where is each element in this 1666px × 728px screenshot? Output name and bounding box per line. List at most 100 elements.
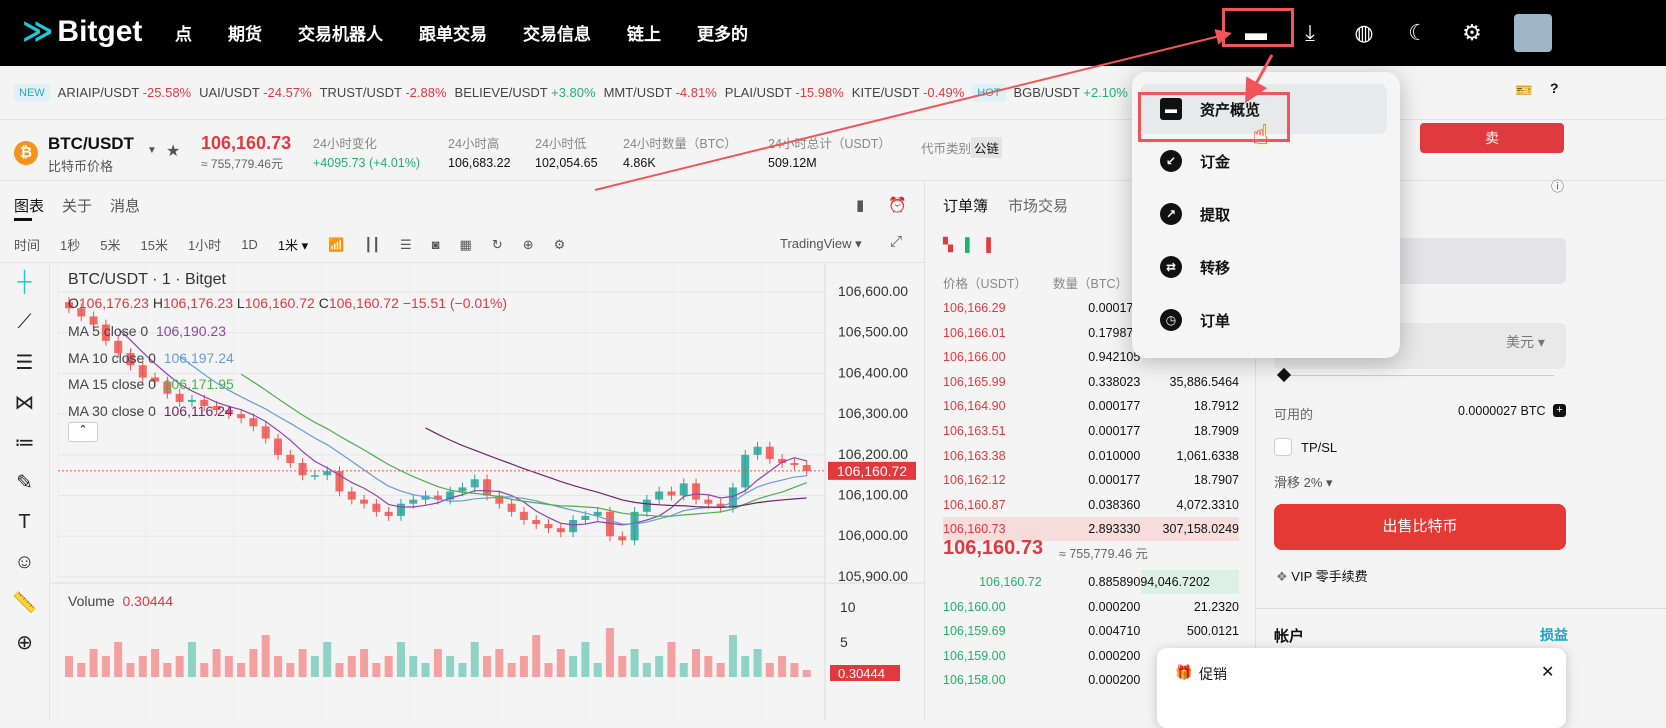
candle xyxy=(396,503,405,516)
bid-row[interactable]: 106,159.00 0.000200 xyxy=(943,644,1239,668)
book-bids-icon[interactable]: ▌ xyxy=(965,237,975,252)
tradingview-select[interactable]: TradingView ▾ xyxy=(780,236,862,251)
ticker-item[interactable]: UAI/USDT -24.57% xyxy=(199,85,311,100)
tab-about[interactable]: 关于 xyxy=(62,198,93,215)
interval-1m[interactable]: 1米 ▾ xyxy=(277,238,309,253)
ticker-item[interactable]: BELIEVE/USDT +3.80% xyxy=(455,85,596,100)
book-both-icon[interactable]: ▚ xyxy=(943,237,953,252)
candlestick-chart[interactable]: 106,600.00 106,500.00 106,400.00 106,300.00… xyxy=(50,263,925,720)
ask-row[interactable]: 106,160.87 0.038360 4,072.3310 xyxy=(943,493,1239,517)
interval-15m[interactable]: 15米 xyxy=(140,238,168,253)
bid-row[interactable]: 106,160.72 0.885890 94,046.7202 xyxy=(943,570,1239,594)
currency-select[interactable]: 美元 ▾ xyxy=(1506,334,1545,350)
nav-spot[interactable]: 点 xyxy=(175,25,192,44)
menu-item-transfer[interactable]: ⇄ 转移 xyxy=(1140,242,1387,292)
interval-5m[interactable]: 5米 xyxy=(100,238,121,253)
fib-icon[interactable]: ≔ xyxy=(14,431,35,454)
collapse-legend-button[interactable]: ⌃ xyxy=(68,422,98,442)
stat-category: 代币类别 公链 xyxy=(921,133,1003,158)
brush-icon[interactable]: ✎ xyxy=(16,471,33,494)
nav-bots[interactable]: 交易机器人 xyxy=(298,25,383,44)
book-asks-icon[interactable]: ▌ xyxy=(986,237,996,252)
favorite-star-icon[interactable]: ★ xyxy=(166,143,181,160)
horizontal-lines-icon[interactable]: ☰ xyxy=(15,351,34,374)
ask-row[interactable]: 106,166.29 0.000177 xyxy=(943,296,1239,320)
ticker-item[interactable]: PLAI/USDT -15.98% xyxy=(725,85,844,100)
interval-time[interactable]: 时间 xyxy=(14,238,41,253)
ruler-icon[interactable]: 📏 xyxy=(12,591,37,614)
tab-market-trades[interactable]: 市场交易 xyxy=(1008,198,1069,215)
calendar-icon[interactable]: ▦ xyxy=(459,236,472,252)
avatar[interactable] xyxy=(1514,14,1552,52)
tab-orderbook[interactable]: 订单簿 xyxy=(943,198,989,215)
pair-symbol[interactable]: BTC/USDT xyxy=(48,134,134,153)
zoom-icon[interactable]: ⊕ xyxy=(16,631,33,654)
ticker-item[interactable]: ARIAIP/USDT -25.58% xyxy=(58,85,191,100)
ask-row[interactable]: 106,163.51 0.000177 18.7909 xyxy=(943,419,1239,443)
ask-row[interactable]: 106,162.12 0.000177 18.7907 xyxy=(943,468,1239,492)
gear-icon[interactable]: ⚙ xyxy=(1462,20,1482,45)
ask-row[interactable]: 106,166.01 0.179877 xyxy=(943,321,1239,345)
coupon-icon[interactable]: 🎫 xyxy=(1515,82,1533,98)
nav-copy[interactable]: 跟单交易 xyxy=(419,25,487,44)
menu-item-withdraw[interactable]: ↗ 提取 xyxy=(1140,189,1387,239)
bid-row[interactable]: 106,160.00 0.000200 21.2320 xyxy=(943,595,1239,619)
candle xyxy=(790,463,799,466)
emoji-icon[interactable]: ☺ xyxy=(14,550,35,573)
download-icon[interactable]: ⤓ xyxy=(1305,20,1315,45)
add-funds-icon[interactable]: + xyxy=(1553,404,1566,417)
ask-row[interactable]: 106,163.38 0.010000 1,061.6338 xyxy=(943,444,1239,468)
ask-row[interactable]: 106,165.99 0.338023 35,886.5464 xyxy=(943,370,1239,394)
nav-more[interactable]: 更多的 xyxy=(697,25,748,44)
row-amount: 0.942105 xyxy=(1088,350,1141,365)
add-icon[interactable]: ⊕ xyxy=(522,236,534,252)
layout-icon[interactable]: ☰ xyxy=(400,236,412,252)
candle xyxy=(741,454,750,488)
nav-info[interactable]: 交易信息 xyxy=(523,25,591,44)
menu-item-orders[interactable]: ◷ 订单 xyxy=(1140,295,1387,345)
globe-icon[interactable]: ◍ xyxy=(1354,20,1374,45)
text-icon[interactable]: T xyxy=(18,510,31,533)
tab-news[interactable]: 消息 xyxy=(110,198,141,215)
reset-icon[interactable]: ↻ xyxy=(491,236,503,252)
crosshair-icon[interactable]: ┼ xyxy=(17,270,32,293)
info-icon[interactable]: ⓘ xyxy=(1551,179,1565,194)
camera-icon[interactable]: ◙ xyxy=(431,237,440,252)
wallet-icon[interactable]: ▬ xyxy=(1245,20,1267,45)
alert-icon[interactable]: ⏰ xyxy=(888,197,907,214)
sell-tab[interactable]: 卖 xyxy=(1420,123,1564,153)
sell-bitcoin-button[interactable]: 出售比特币 xyxy=(1274,504,1566,550)
ask-row[interactable]: 106,166.00 0.942105 xyxy=(943,345,1239,369)
nav-onchain[interactable]: 链上 xyxy=(627,25,661,44)
close-icon[interactable]: ✕ xyxy=(1541,664,1555,681)
book-icon[interactable]: ▮ xyxy=(856,197,865,214)
tpsl-checkbox[interactable] xyxy=(1274,438,1292,456)
help-icon[interactable]: ? xyxy=(1550,80,1559,96)
category-tag[interactable]: 公链 xyxy=(971,137,1003,158)
bid-row[interactable]: 106,158.00 0.000200 xyxy=(943,668,1239,692)
interval-1d[interactable]: 1D xyxy=(241,237,258,252)
interval-1h[interactable]: 1小时 xyxy=(187,238,222,253)
trend-line-icon[interactable]: ⟋ xyxy=(17,310,32,333)
ticker-item[interactable]: KITE/USDT -0.49% xyxy=(852,85,965,100)
bid-row[interactable]: 106,159.69 0.004710 500.0121 xyxy=(943,619,1239,643)
nav-futures[interactable]: 期货 xyxy=(228,25,262,44)
candle-type-icon[interactable]: ┃┃ xyxy=(364,236,381,252)
pnl-link[interactable]: 损益 xyxy=(1540,627,1568,643)
ticker-item[interactable]: TRUST/USDT -2.88% xyxy=(320,85,447,100)
bitget-logo[interactable]: ≫ Bitget xyxy=(22,14,142,49)
slippage-select[interactable]: 滑移 2% ▾ xyxy=(1274,475,1333,490)
ask-row[interactable]: 106,164.90 0.000177 18.7912 xyxy=(943,394,1239,418)
moon-icon[interactable]: ☾ xyxy=(1408,20,1428,45)
settings-icon[interactable]: ⚙ xyxy=(553,236,566,252)
fullscreen-icon[interactable]: ⤢ xyxy=(890,233,903,250)
amount-slider[interactable] xyxy=(1284,375,1554,376)
ask-row[interactable]: 106,160.73 2.893330 307,158.0249 xyxy=(943,517,1239,542)
ticker-item[interactable]: MMT/USDT -4.81% xyxy=(604,85,717,100)
pair-dropdown-icon[interactable]: ▼ xyxy=(147,145,157,156)
tab-chart[interactable]: 图表 xyxy=(14,198,45,215)
pattern-icon[interactable]: ⋈ xyxy=(14,391,35,414)
interval-1s[interactable]: 1秒 xyxy=(60,238,81,253)
ticker-item[interactable]: BGB/USDT +2.10% xyxy=(1014,85,1128,100)
indicators-icon[interactable]: 📶 xyxy=(328,236,345,252)
